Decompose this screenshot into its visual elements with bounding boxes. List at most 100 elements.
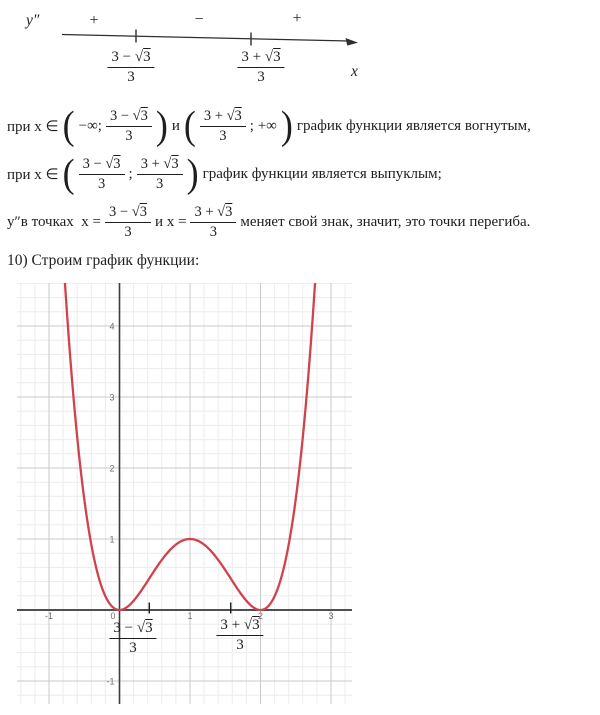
grid-minor <box>17 283 352 704</box>
text-run: ; +∞ <box>249 117 277 134</box>
fraction-denominator: 3 <box>257 69 265 86</box>
sign-chart-canvas <box>61 29 358 46</box>
fraction: 3 − √3 3 <box>105 204 151 240</box>
fraction-numerator: 3 − √3 <box>107 49 155 69</box>
fraction-denominator: 3 <box>236 637 244 654</box>
radicand: 3 <box>113 155 121 172</box>
numerator-text: 3 + <box>220 617 244 633</box>
right-paren: ) <box>186 150 199 196</box>
numerator-text: 3 + <box>241 49 265 65</box>
fraction-numerator: 3 − √3 <box>109 620 157 640</box>
fraction-numerator: 3 − √3 <box>105 204 151 223</box>
step-heading: 10) Строим график функции: <box>7 252 200 269</box>
inflection-point-fraction: 3 − √3 3 <box>107 49 155 86</box>
x-tick-label: 1 <box>187 611 192 621</box>
y-tick-label: 1 <box>109 535 114 545</box>
fraction-denominator: 3 <box>125 127 133 144</box>
sqrt-icon: √3 <box>243 617 260 633</box>
numerator-text: 3 − <box>109 203 132 220</box>
fraction-denominator: 3 <box>97 175 106 192</box>
radicand: 3 <box>225 203 233 220</box>
function-curve <box>63 283 317 612</box>
numerator-text: 3 − <box>82 155 106 172</box>
fraction-numerator: 3 + √3 <box>190 203 237 223</box>
radicand: 3 <box>139 203 147 220</box>
text-run: график функции является выпуклым; <box>202 165 442 182</box>
inflection-point-fraction: 3 + √3 3 <box>237 49 285 86</box>
numerator-text: 3 + <box>194 203 218 220</box>
paragraph-inflection: y″в точках x = 3 − √3 3 и x = 3 + √3 3 мен… <box>7 198 530 246</box>
sqrt-icon: √3 <box>132 107 148 124</box>
right-paren: ) <box>280 102 293 148</box>
text-run: и x = <box>154 213 187 230</box>
y-tick-label: 3 <box>109 392 114 402</box>
numerator-text: 3 − <box>111 49 135 65</box>
y-tick-label: -1 <box>106 677 114 687</box>
radicand: 3 <box>145 620 153 636</box>
sqrt-icon: √3 <box>226 107 242 124</box>
numerator-text: 3 + <box>140 155 164 172</box>
numerator-text: 3 − <box>113 620 137 636</box>
radicand: 3 <box>140 107 148 124</box>
sign-minus: − <box>194 11 204 28</box>
sqrt-icon: √3 <box>163 155 179 172</box>
sqrt-icon: √3 <box>131 203 147 220</box>
text-run: график функции является вогнутым, <box>296 117 531 134</box>
text-run: и <box>171 117 180 134</box>
text-run: при x ∈ <box>7 118 59 135</box>
sqrt-icon: √3 <box>136 620 153 636</box>
fraction-numerator: 3 − √3 <box>105 107 152 127</box>
fraction-denominator: 3 <box>129 640 137 657</box>
sqrt-icon: √3 <box>217 203 233 220</box>
x-axis-label: x <box>351 63 358 80</box>
x-tick-label: 0 <box>110 611 115 621</box>
numerator-text: 3 − <box>109 107 133 124</box>
fraction-denominator: 3 <box>124 223 132 240</box>
fraction-numerator: 3 + √3 <box>199 107 246 127</box>
second-derivative-label: y″ <box>26 12 40 29</box>
sign-plus: + <box>89 12 99 29</box>
radicand: 3 <box>252 617 260 633</box>
fraction: 3 + √3 3 <box>136 155 183 192</box>
y-tick-label: 2 <box>109 464 114 474</box>
paragraph-convex: при x ∈ ( 3 − √3 3 ; 3 + √3 3 ) график фун… <box>7 150 442 198</box>
fraction-denominator: 3 <box>219 127 227 144</box>
left-paren: ( <box>62 102 75 148</box>
sign-plus: + <box>292 10 302 27</box>
radicand: 3 <box>273 49 281 65</box>
plot-inflection-label: 3 + √3 3 <box>216 617 264 654</box>
sqrt-icon: √3 <box>105 155 121 172</box>
fraction-numerator: 3 + √3 <box>237 49 285 69</box>
right-paren: ) <box>155 102 168 148</box>
arrowhead-icon <box>345 38 358 46</box>
text-run: при x ∈ <box>7 166 59 183</box>
numerator-text: 3 + <box>203 107 227 124</box>
grid-major <box>17 283 352 704</box>
sqrt-icon: √3 <box>134 49 151 65</box>
fraction-numerator: 3 + √3 <box>216 617 264 637</box>
fraction-denominator: 3 <box>127 69 135 86</box>
sign-chart: y″ + − + x 3 − √3 3 3 + √3 3 <box>0 0 600 95</box>
plot-inflection-label: 3 − √3 3 <box>109 620 157 657</box>
paragraph-concave: при x ∈ ( −∞; 3 − √3 3 ) и ( 3 + √3 3 ; +∞… <box>7 102 531 150</box>
fraction: 3 + √3 3 <box>190 203 237 240</box>
text-run: y″в точках x = <box>7 213 102 230</box>
fraction-numerator: 3 − √3 <box>78 155 125 175</box>
x-tick-label: 3 <box>328 611 333 621</box>
text-run: ; <box>128 165 133 182</box>
radicand: 3 <box>171 155 179 172</box>
text-run: −∞; <box>78 117 102 134</box>
number-line <box>61 33 350 42</box>
fraction-denominator: 3 <box>156 175 164 192</box>
fraction: 3 − √3 3 <box>78 155 125 192</box>
radicand: 3 <box>143 49 151 65</box>
fraction-numerator: 3 + √3 <box>136 155 183 175</box>
sqrt-icon: √3 <box>264 49 281 65</box>
text-run: меняет свой знак, значит, это точки пере… <box>240 213 531 230</box>
fraction: 3 − √3 3 <box>105 107 152 144</box>
radicand: 3 <box>234 107 242 124</box>
x-tick-label: -1 <box>45 611 53 621</box>
